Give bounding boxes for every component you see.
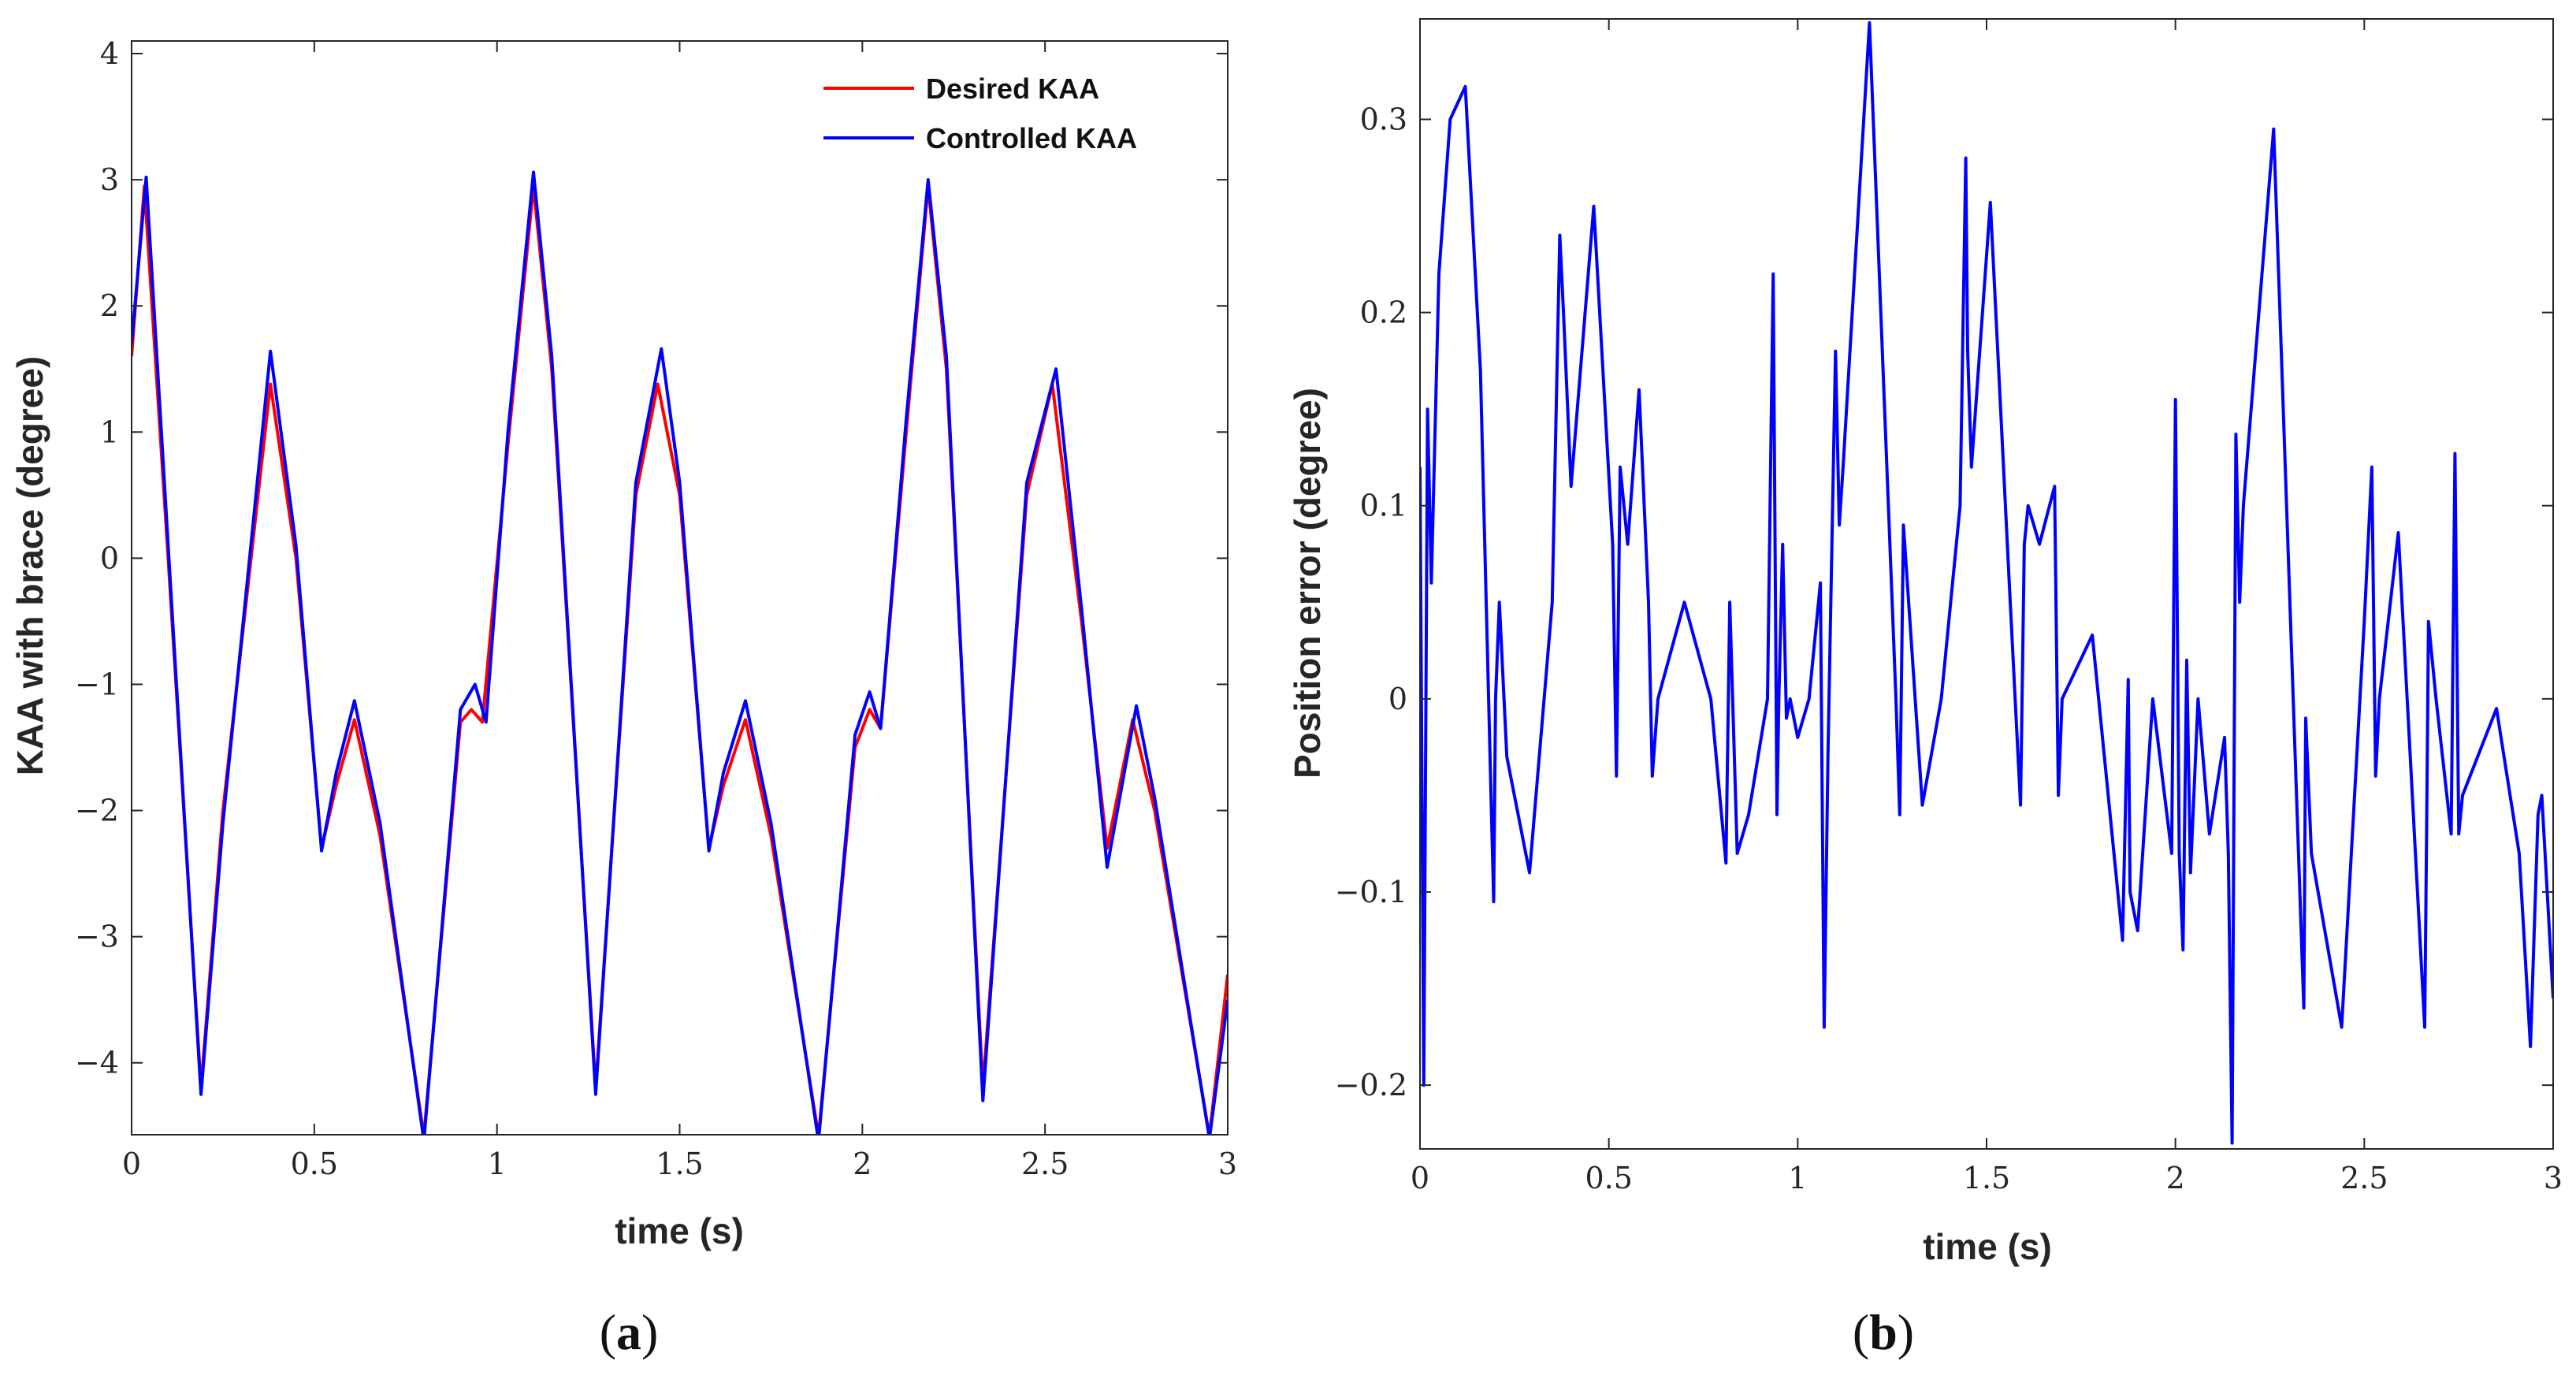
panel-b-xtick-label: 2.5 [2340,1161,2388,1195]
panel-a-xtick-label: 2 [853,1147,872,1181]
panel-b-ytick-label: 0.3 [1360,102,1407,136]
panel-b-ytick-label: −0.2 [1335,1068,1407,1102]
panel-a-legend: Desired KAA Controlled KAA [823,72,1137,154]
panel-b-series-position-error [1420,20,2553,1145]
panel-a-xtick-label: 3 [1218,1147,1237,1181]
panel-b-xtick-label: 0.5 [1585,1161,1632,1195]
panel-b-ytick-label: 0 [1388,682,1407,716]
panel-b-ytick-label: 0.2 [1360,296,1407,330]
panel-a-chart: KAA with brace (degree) time (s) (a) 0 0.… [9,36,1237,1360]
panel-a-xtick-label: 0 [122,1147,141,1181]
panel-b-xtick-label: 3 [2544,1161,2563,1195]
panel-a-series-controlled-kaa [132,170,1228,1135]
panel-a-ytick-label: −1 [75,667,119,701]
panel-a-caption: (a) [600,1304,659,1360]
panel-b-xtick-label: 1 [1788,1161,1807,1195]
panel-a-xtick-label: 1.5 [656,1147,703,1181]
panel-b-ytick-label: −0.1 [1335,875,1407,909]
panel-a-xtick-label: 2.5 [1021,1147,1069,1181]
panel-a-xtick-label: 0.5 [291,1147,338,1181]
panel-b-chart: Position error (degree) time (s) (b) 0 0.… [1287,18,2563,1360]
panel-b-ytick-label: 0.1 [1360,489,1407,523]
legend-label-controlled: Controlled KAA [926,122,1137,154]
panel-a-ytick-label: 1 [100,414,119,449]
panel-a-ytick-label: 4 [100,36,119,71]
panel-a-ytick-label: −2 [75,794,119,828]
panel-a-xlabel: time (s) [615,1210,744,1251]
panel-a-ylabel: KAA with brace (degree) [9,356,50,776]
panel-a-ytick-label: −3 [75,920,119,954]
panel-a-ytick-label: 0 [100,541,119,575]
panel-b-caption: (b) [1853,1304,1914,1360]
panel-b-xtick-label: 2 [2166,1161,2185,1195]
legend-label-desired: Desired KAA [926,72,1099,105]
panel-b-xtick-label: 0 [1411,1161,1429,1195]
panel-b-xtick-label: 1.5 [1963,1161,2010,1195]
panel-a-ytick-label: 3 [100,162,119,197]
panel-b-ylabel: Position error (degree) [1287,388,1328,779]
panel-a-ytick-label: 2 [100,288,119,323]
panel-b-xlabel: time (s) [1923,1226,2052,1267]
panel-a-xtick-label: 1 [488,1147,507,1181]
panel-a-ytick-label: −4 [75,1046,119,1080]
